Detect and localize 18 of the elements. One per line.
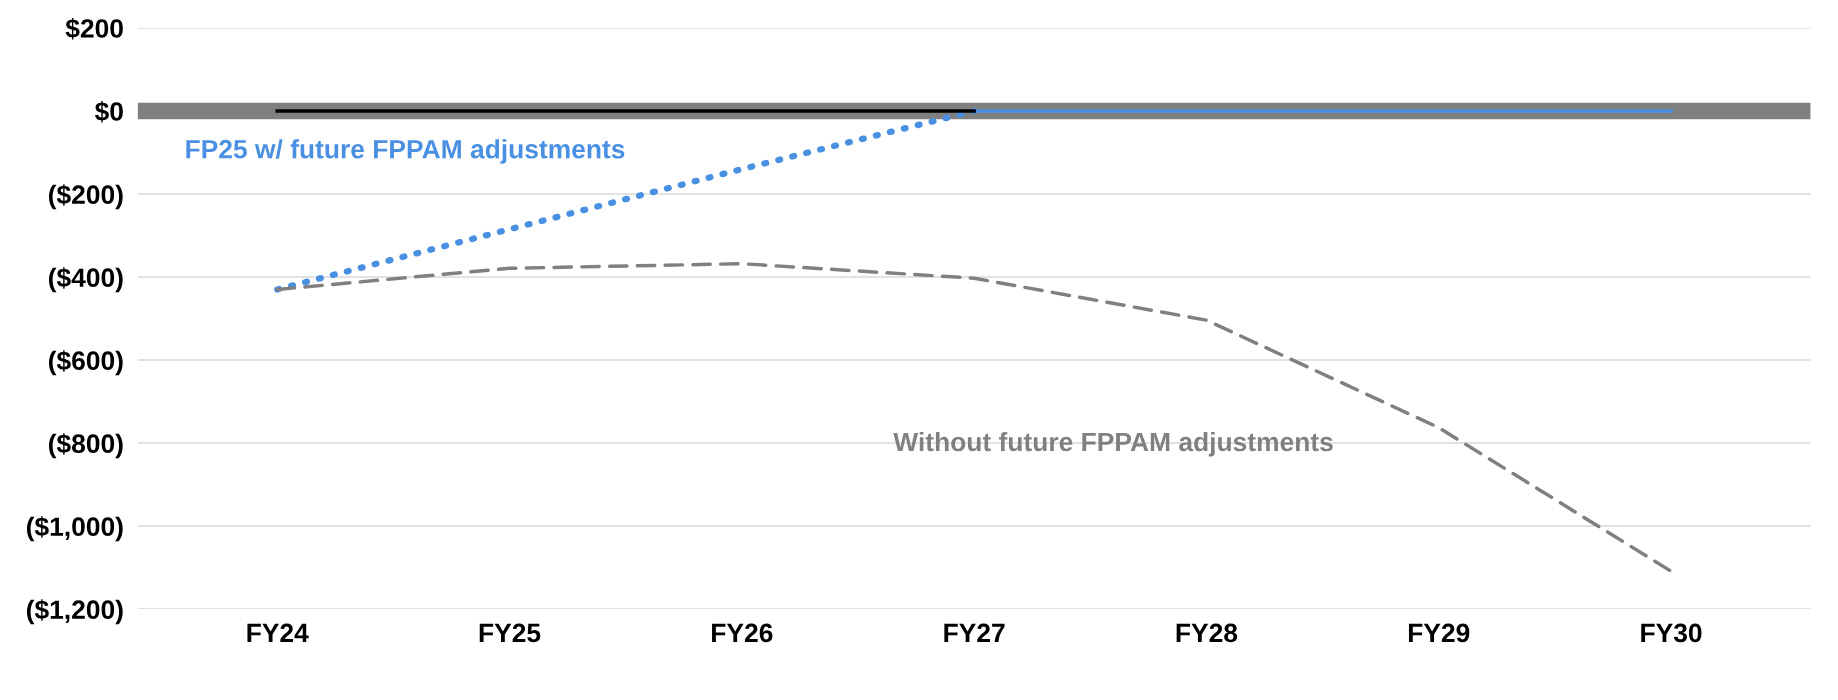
y-tick-label: $0 [94,100,123,123]
x-tick-label: FY24 [247,623,309,643]
y-tick-label: ($1,200) [27,599,123,625]
y-tick-label: $200 [65,17,123,40]
x-tick-label: FY27 [944,623,1005,643]
x-tick-label: FY25 [479,623,541,643]
x-tick-label: FY29 [1408,623,1470,643]
y-tick-label: ($800) [49,433,123,459]
y-tick-label: ($400) [49,267,123,293]
y-tick-label: ($1,000) [27,516,123,542]
series-label: Without future FPPAM adjustments [893,431,1333,457]
x-tick-label: FY28 [1176,623,1238,643]
y-tick-label: ($600) [49,350,123,376]
line-series [275,261,1673,573]
series-label: FP25 w/ future FPPAM adjustments [186,139,625,164]
x-tick-label: FY30 [1641,623,1702,643]
x-tick-label: FY26 [712,623,773,643]
y-tick-label: ($200) [49,184,123,210]
